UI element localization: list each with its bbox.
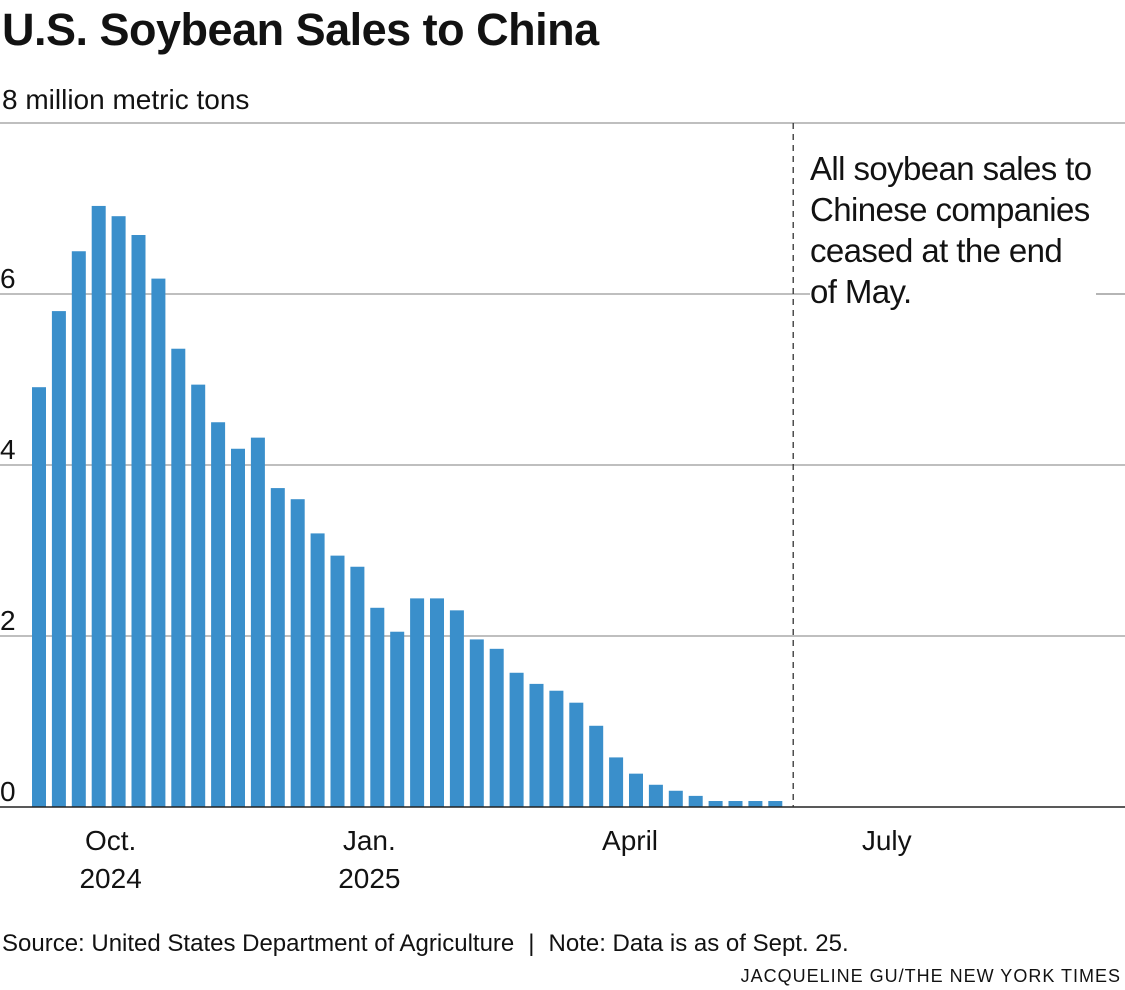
- bar: [708, 801, 723, 807]
- y-tick-label: 0: [0, 776, 16, 807]
- bar: [290, 499, 305, 807]
- bar: [768, 801, 783, 807]
- bar: [509, 672, 524, 807]
- source: Source: United States Department of Agri…: [2, 930, 515, 957]
- bar: [668, 790, 683, 807]
- bar: [91, 205, 106, 807]
- bar: [350, 566, 365, 807]
- annotation-line: All soybean sales to: [810, 150, 1092, 187]
- bar: [629, 773, 643, 807]
- y-tick-label: 2: [0, 605, 16, 636]
- bar: [648, 784, 663, 807]
- x-tick-label: July: [862, 825, 912, 856]
- separator: |: [528, 930, 535, 957]
- bar: [430, 598, 444, 807]
- annotation-line: Chinese companies: [810, 191, 1090, 228]
- annotation-line: of May.: [810, 273, 912, 310]
- bar: [489, 648, 504, 807]
- bar: [131, 235, 146, 807]
- bar: [728, 801, 743, 807]
- y-axis-unit-label: 8 million metric tons: [2, 84, 250, 115]
- y-tick-label: 4: [0, 434, 16, 465]
- chart-title: U.S. Soybean Sales to China: [2, 4, 599, 55]
- bar: [569, 702, 584, 807]
- source-line: Source: United States Department of Agri…: [2, 930, 849, 958]
- x-tick-label: Jan.: [343, 825, 396, 856]
- bar: [231, 448, 245, 807]
- bar: [151, 278, 166, 807]
- bar: [310, 533, 325, 807]
- y-tick-label: 6: [0, 263, 16, 294]
- bar: [688, 795, 703, 807]
- bar: [529, 683, 544, 807]
- x-tick-label: 2025: [338, 863, 400, 894]
- bar: [51, 311, 66, 807]
- bar: [32, 387, 46, 807]
- bar: [370, 607, 385, 807]
- bar: [191, 384, 206, 807]
- bar: [469, 639, 484, 807]
- bar: [449, 610, 464, 807]
- x-tick-label: Oct.: [85, 825, 136, 856]
- bar: [211, 422, 226, 807]
- bar: [330, 555, 345, 807]
- note: Note: Data is as of Sept. 25.: [548, 930, 849, 957]
- x-tick-label: 2024: [79, 863, 141, 894]
- bar: [410, 598, 425, 807]
- credit: JACQUELINE GU/THE NEW YORK TIMES: [740, 966, 1121, 986]
- bar: [111, 216, 126, 807]
- annotation-line: ceased at the end: [810, 232, 1063, 269]
- bar: [609, 757, 624, 807]
- bar: [390, 631, 405, 807]
- annotation-text: All soybean sales to Chinese companies c…: [810, 148, 1096, 312]
- bar: [250, 437, 265, 807]
- x-tick-label: April: [602, 825, 658, 856]
- bar: [549, 690, 564, 807]
- bar: [589, 725, 604, 807]
- bar: [270, 488, 285, 807]
- bar: [71, 251, 86, 807]
- bar: [748, 801, 763, 807]
- bar: [171, 348, 186, 807]
